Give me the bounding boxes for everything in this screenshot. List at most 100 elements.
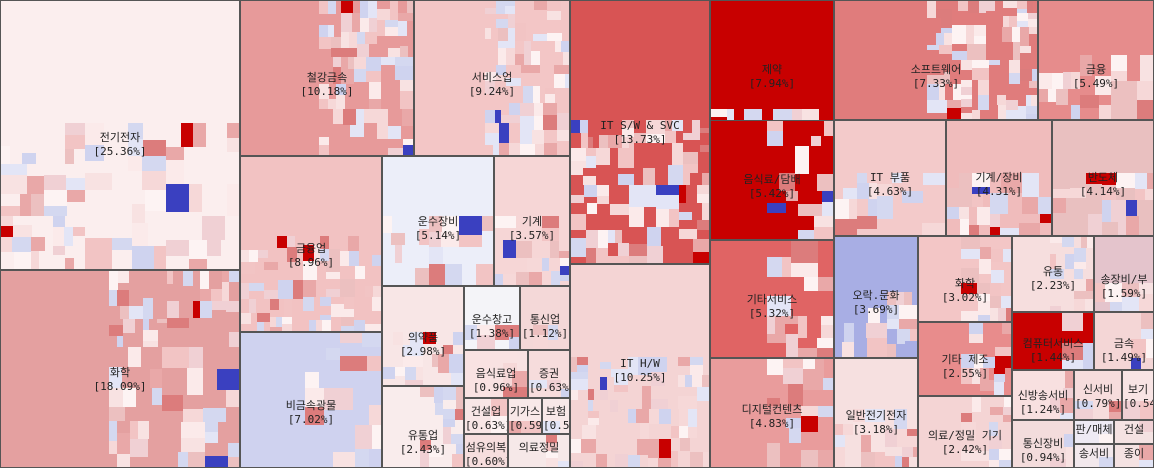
treemap-subcell bbox=[85, 190, 114, 220]
treemap-subcell bbox=[596, 148, 610, 165]
treemap-subcell bbox=[512, 86, 523, 103]
treemap-subcell bbox=[1141, 313, 1153, 329]
treemap-subcell bbox=[1074, 291, 1093, 299]
treemap-cell[interactable]: 판/매체 bbox=[1074, 420, 1114, 444]
treemap-cell[interactable]: 화학 [18.09%] bbox=[0, 270, 240, 468]
treemap-subcell bbox=[990, 296, 1001, 308]
treemap-subcell bbox=[241, 299, 249, 313]
treemap-subcell bbox=[340, 333, 362, 343]
treemap-subcell bbox=[621, 357, 628, 369]
treemap-subcell bbox=[628, 409, 636, 423]
treemap-subcell bbox=[193, 301, 200, 318]
treemap-cell[interactable]: 통신장비 [0.94%] bbox=[1012, 420, 1074, 468]
treemap-subcell bbox=[202, 184, 227, 216]
treemap-subcell bbox=[1003, 407, 1011, 415]
treemap-subcell bbox=[596, 248, 608, 263]
treemap-cell[interactable]: 유통 [2.23%] bbox=[1012, 236, 1094, 312]
treemap-cell[interactable]: 금속 [1.49%] bbox=[1094, 312, 1154, 370]
treemap-subcell bbox=[1115, 421, 1139, 443]
treemap-cell[interactable]: 종이 bbox=[1114, 444, 1154, 468]
treemap-subcell bbox=[683, 173, 690, 185]
treemap-subcell bbox=[356, 109, 364, 125]
treemap-cell[interactable]: 송장비/부 [1.59%] bbox=[1094, 236, 1154, 312]
treemap-cell[interactable]: 의료/정밀 기기 [2.42%] bbox=[918, 396, 1012, 468]
treemap-subcell bbox=[167, 284, 183, 292]
treemap-cell[interactable]: 송서비 bbox=[1074, 444, 1114, 468]
treemap-cell[interactable]: 증권[0.63%] bbox=[528, 350, 570, 398]
treemap-cell[interactable]: IT 부품 [4.63%] bbox=[834, 120, 946, 236]
treemap-subcell bbox=[817, 348, 833, 357]
treemap-cell[interactable]: 보험[0.54%] bbox=[542, 398, 570, 434]
treemap-subcell bbox=[588, 418, 599, 425]
treemap-subcell bbox=[277, 236, 287, 248]
treemap-subcell bbox=[521, 287, 569, 325]
treemap-subcell bbox=[149, 421, 162, 428]
treemap-cell[interactable]: 기계 [3.57%] bbox=[494, 156, 570, 286]
treemap-subcell bbox=[353, 388, 370, 405]
treemap-subcell bbox=[516, 258, 527, 272]
treemap-cell[interactable]: 기가스[0.59%] bbox=[508, 398, 542, 434]
treemap-cell[interactable]: 반도체 [4.14%] bbox=[1052, 120, 1154, 236]
treemap-cell[interactable]: 금융업 [8.96%] bbox=[240, 156, 382, 332]
treemap-cell[interactable]: 운수창고 [1.38%] bbox=[464, 286, 520, 350]
treemap-subcell bbox=[658, 458, 671, 467]
treemap-cell[interactable]: 전기전자 [25.36%] bbox=[0, 0, 240, 270]
treemap-cell[interactable]: 컴퓨터서비스 [1.44%] bbox=[1012, 312, 1094, 370]
treemap-subcell bbox=[465, 351, 503, 397]
treemap-subcell bbox=[188, 452, 205, 467]
treemap-cell[interactable]: 운수장비 [5.14%] bbox=[382, 156, 494, 286]
treemap-cell[interactable]: 통신업 [1.12%] bbox=[520, 286, 570, 350]
treemap-cell[interactable]: IT H/W [10.25%] bbox=[570, 264, 710, 468]
treemap-cell[interactable]: 철강금속 [10.18%] bbox=[240, 0, 414, 156]
treemap-cell[interactable]: 건설 bbox=[1114, 420, 1154, 444]
treemap-cell[interactable]: 소프트웨어 [7.33%] bbox=[834, 0, 1038, 120]
treemap-subcell bbox=[995, 1, 1003, 11]
treemap-subcell bbox=[314, 245, 320, 261]
treemap-cell[interactable]: 서비스업 [9.24%] bbox=[414, 0, 570, 156]
treemap-cell[interactable]: 기타서비스 [5.32%] bbox=[710, 240, 834, 358]
treemap-subcell bbox=[977, 283, 990, 294]
treemap-cell[interactable]: 건설업 [0.63%] bbox=[464, 398, 508, 434]
treemap-cell[interactable]: 기계/장비 [4.31%] bbox=[946, 120, 1052, 236]
treemap-subcell bbox=[506, 86, 512, 103]
treemap-subcell bbox=[907, 436, 917, 447]
treemap-cell[interactable]: 기타 제조 [2.55%] bbox=[918, 322, 1012, 396]
treemap-cell[interactable]: 금융 [5.49%] bbox=[1038, 0, 1154, 120]
treemap-subcell bbox=[319, 145, 329, 155]
treemap-cell[interactable]: 보기[0.54%] bbox=[1122, 370, 1154, 420]
treemap-cell[interactable]: 화학 [3.02%] bbox=[918, 236, 1012, 322]
treemap-cell[interactable]: 신서비 [0.79%] bbox=[1074, 370, 1122, 420]
treemap-cell[interactable]: 의료정밀 bbox=[508, 434, 570, 468]
treemap-subcell bbox=[690, 173, 696, 185]
treemap-cell[interactable]: 섬유의복 [0.60%] bbox=[464, 434, 508, 468]
treemap-subcell bbox=[961, 249, 980, 259]
treemap-subcell bbox=[785, 146, 795, 173]
treemap-subcell bbox=[420, 387, 434, 397]
treemap-subcell bbox=[767, 343, 786, 357]
treemap-cell[interactable]: 음식료업 [0.96%] bbox=[464, 350, 528, 398]
treemap-cell[interactable]: IT S/W & SVC [13.73%] bbox=[570, 0, 710, 264]
treemap-subcell bbox=[976, 13, 986, 25]
treemap-subcell bbox=[698, 438, 709, 452]
treemap-subcell bbox=[880, 308, 887, 323]
treemap-subcell bbox=[365, 278, 381, 286]
treemap-cell[interactable]: 비금속광물 [7.02%] bbox=[240, 332, 382, 468]
treemap-subcell bbox=[350, 125, 364, 137]
treemap-cell[interactable]: 신방송서비 [1.24%] bbox=[1012, 370, 1074, 420]
treemap-subcell bbox=[990, 227, 1000, 235]
treemap-subcell bbox=[1063, 388, 1073, 398]
treemap-subcell bbox=[895, 456, 902, 467]
treemap-subcell bbox=[187, 368, 203, 395]
treemap-cell[interactable]: 음식료/담배 [5.42%] bbox=[710, 120, 834, 240]
treemap-subcell bbox=[634, 133, 646, 143]
treemap-subcell bbox=[877, 292, 887, 308]
treemap-cell[interactable]: 오락.문화 [3.69%] bbox=[834, 236, 918, 358]
treemap-cell[interactable]: 일반전기전자 [3.18%] bbox=[834, 358, 918, 468]
treemap-subcell bbox=[319, 57, 333, 67]
treemap-subcell bbox=[495, 228, 516, 240]
treemap-cell[interactable]: 디지털컨텐츠 [4.83%] bbox=[710, 358, 834, 468]
treemap-subcell bbox=[927, 50, 939, 60]
treemap-cell[interactable]: 유통업 [2.43%] bbox=[382, 386, 464, 468]
treemap-subcell bbox=[148, 439, 162, 451]
treemap-cell[interactable]: 의약품 [2.98%] bbox=[382, 286, 464, 386]
